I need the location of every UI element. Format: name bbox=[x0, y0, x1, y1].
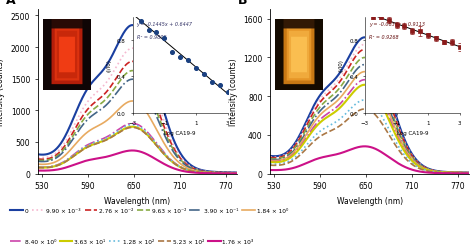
Text: R² = 0.9805: R² = 0.9805 bbox=[137, 35, 166, 40]
Legend: 0, 9.90 × 10⁻³, 2.76 × 10⁻², 9.63 × 10⁻², 3.90 × 10⁻¹, 1.84 × 10⁰: 0, 9.90 × 10⁻³, 2.76 × 10⁻², 9.63 × 10⁻²… bbox=[8, 205, 290, 215]
Point bbox=[216, 83, 223, 87]
Text: B: B bbox=[238, 0, 248, 7]
Point bbox=[208, 81, 216, 85]
Text: y = -0.0630x + 0.9113: y = -0.0630x + 0.9113 bbox=[369, 21, 425, 26]
Y-axis label: (I/I0): (I/I0) bbox=[339, 59, 344, 72]
X-axis label: Wavelength (nm): Wavelength (nm) bbox=[337, 196, 403, 205]
Point bbox=[161, 37, 168, 41]
X-axis label: Log CA19-9: Log CA19-9 bbox=[164, 131, 196, 136]
Point bbox=[184, 59, 192, 63]
Y-axis label: (I/I0): (I/I0) bbox=[107, 59, 111, 72]
Point bbox=[176, 55, 184, 59]
Point bbox=[200, 72, 208, 76]
Point bbox=[224, 90, 231, 94]
Text: A: A bbox=[6, 0, 16, 7]
Y-axis label: Intensity (counts): Intensity (counts) bbox=[0, 58, 5, 126]
Point bbox=[168, 50, 176, 54]
Point bbox=[153, 31, 160, 35]
Point bbox=[145, 28, 152, 33]
Point bbox=[192, 67, 200, 71]
X-axis label: Log CA19-9: Log CA19-9 bbox=[397, 131, 428, 136]
Text: y = -0.1445x + 0.6447: y = -0.1445x + 0.6447 bbox=[137, 21, 192, 26]
Point bbox=[137, 20, 145, 24]
Legend: 8.40 × 10⁰, 3.63 × 10¹, 1.28 × 10², 5.23 × 10², 1.76 × 10³: 8.40 × 10⁰, 3.63 × 10¹, 1.28 × 10², 5.23… bbox=[8, 237, 256, 246]
Text: R² = 0.9268: R² = 0.9268 bbox=[369, 35, 398, 40]
X-axis label: Wavelength (nm): Wavelength (nm) bbox=[104, 196, 171, 205]
Y-axis label: Intensity (counts): Intensity (counts) bbox=[228, 58, 237, 126]
